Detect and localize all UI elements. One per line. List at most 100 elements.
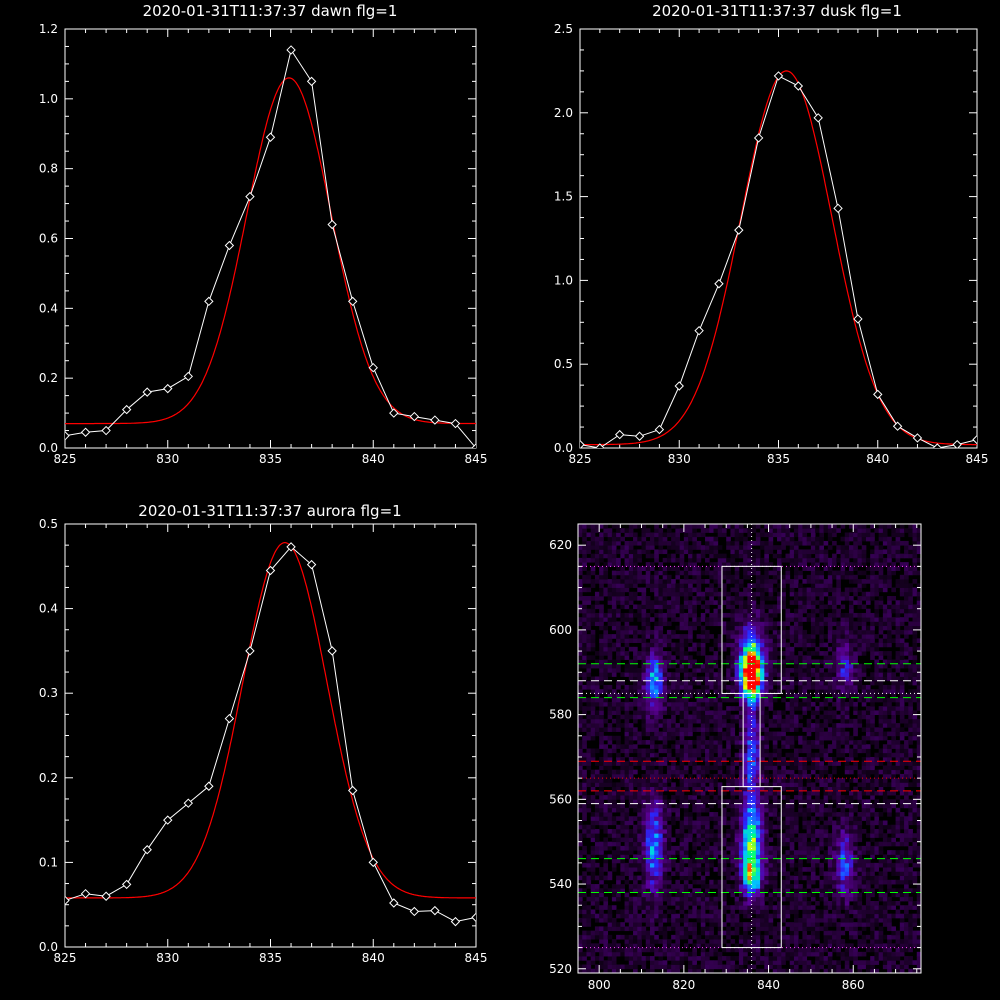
heatmap-cell [726, 926, 731, 932]
heatmap-cell [679, 858, 685, 864]
heatmap-cell [616, 807, 621, 813]
heatmap-cell [603, 947, 609, 953]
heatmap-cell [603, 744, 609, 749]
heatmap-cell [798, 807, 803, 813]
heatmap-cell [637, 566, 642, 571]
heatmap-cell [721, 930, 727, 936]
heatmap-cell [620, 672, 625, 677]
heatmap-cell [696, 566, 702, 571]
heatmap-cell [662, 642, 668, 648]
heatmap-cell [594, 930, 600, 936]
heatmap-cell [734, 553, 740, 559]
heatmap-cell [802, 642, 808, 648]
heatmap-cell [607, 795, 613, 800]
heatmap-cell [696, 752, 702, 758]
heatmap-cell [781, 625, 786, 631]
heatmap-cell [721, 833, 727, 838]
heatmap-cell [793, 778, 799, 783]
heatmap-cell [649, 896, 655, 902]
heatmap-cell [582, 922, 587, 927]
heatmap-cell [675, 596, 681, 601]
heatmap-cell [810, 888, 816, 893]
heatmap-cell [616, 697, 621, 703]
heatmap-cell [696, 740, 702, 745]
heatmap-cell [586, 735, 592, 741]
heatmap-cell [671, 617, 676, 622]
heatmap-cell [789, 816, 795, 821]
heatmap-cell [734, 524, 740, 529]
heatmap-cell [764, 964, 769, 970]
heatmap-cell [768, 879, 774, 885]
heatmap-cell [777, 892, 782, 898]
heatmap-cell [777, 566, 782, 571]
heatmap-cell [675, 892, 681, 898]
heatmap-cell [768, 871, 774, 876]
heatmap-cell [777, 867, 782, 872]
heatmap-cell [781, 786, 786, 792]
heatmap-cell [620, 922, 625, 927]
heatmap-cell [658, 786, 664, 792]
heatmap-cell [616, 659, 621, 665]
heatmap-cell [666, 651, 672, 656]
heatmap-cell [747, 723, 753, 728]
heatmap-cell [717, 731, 723, 737]
heatmap-cell [578, 951, 583, 957]
heatmap-cell [654, 913, 659, 919]
heatmap-cell [688, 926, 693, 932]
heatmap-cell [764, 879, 769, 885]
heatmap-cell [679, 773, 685, 779]
heatmap-cell [785, 621, 791, 627]
heatmap-cell [671, 862, 676, 868]
heatmap-cell [789, 540, 795, 546]
heatmap-cell [611, 854, 617, 860]
panel-aurora: 2020-01-31T11:37:37 aurora flg=1 825 830 8… [39, 502, 488, 965]
heatmap-cell [666, 803, 672, 809]
heatmap-cell [700, 854, 706, 860]
heatmap-cell [582, 524, 587, 529]
heatmap-cell [662, 943, 668, 948]
heatmap-cell [713, 701, 719, 707]
heatmap-cell [764, 828, 769, 834]
heatmap-cell [675, 676, 681, 682]
heatmap-cell [620, 545, 625, 550]
heatmap-cell [768, 680, 774, 686]
heatmap-cell [633, 566, 638, 571]
heatmap-cell [730, 562, 736, 567]
heatmap-cell [590, 820, 596, 826]
heatmap-cell [755, 812, 761, 817]
heatmap-cell [624, 612, 630, 618]
heatmap-cell [764, 858, 769, 864]
heatmap-cell [679, 960, 685, 965]
heatmap-cell [781, 676, 786, 682]
panel2-ytick-label: 0.3 [39, 686, 58, 700]
heatmap-cell [700, 638, 706, 644]
heatmap-cell [658, 854, 664, 860]
heatmap-cell [662, 583, 668, 588]
panel1-data-point [595, 443, 605, 448]
heatmap-cell [709, 790, 714, 796]
heatmap-cell [633, 748, 638, 754]
heatmap-cell [781, 841, 786, 847]
heatmap-cell [624, 837, 630, 843]
heatmap-cell [671, 947, 676, 953]
heatmap-cell [768, 956, 774, 961]
heatmap-cell [717, 574, 723, 580]
heatmap-cell [806, 917, 812, 923]
heatmap-cell [688, 634, 693, 639]
heatmap-cell [738, 549, 744, 555]
heatmap-cell [633, 884, 638, 889]
heatmap-cell [599, 765, 604, 771]
heatmap-cell [713, 905, 719, 910]
heatmap-cell [594, 812, 600, 817]
heatmap-cell [688, 795, 693, 800]
heatmap-cell [717, 676, 723, 682]
heatmap-cell [806, 697, 812, 703]
heatmap-cell [616, 528, 621, 533]
heatmap-cell [717, 710, 723, 716]
heatmap-cell [802, 922, 808, 927]
heatmap-cell [730, 769, 736, 775]
heatmap-cell [607, 600, 613, 605]
heatmap-cell [802, 701, 808, 707]
heatmap-cell [793, 850, 799, 855]
heatmap-cell [649, 638, 655, 644]
